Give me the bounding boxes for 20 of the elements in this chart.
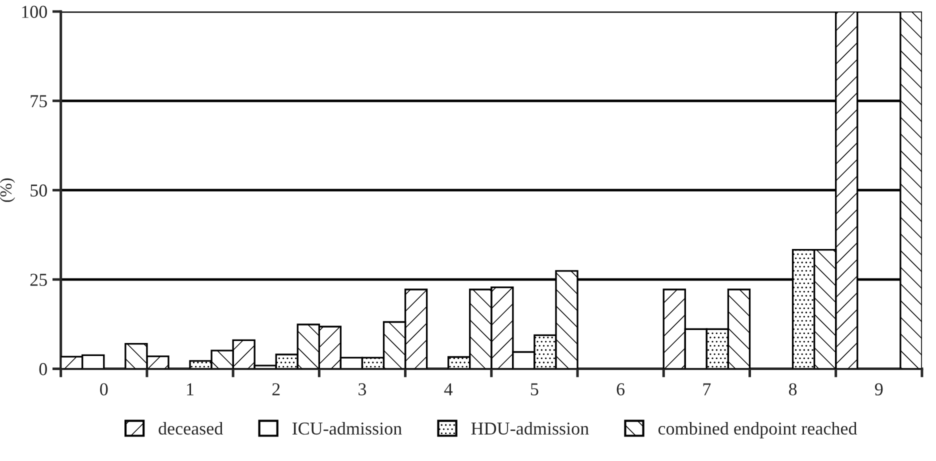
legend-label: deceased [158, 422, 223, 435]
x-tick-label: 5 [530, 383, 538, 396]
y-tick-label: 25 [30, 274, 47, 286]
y-tick-label: 0 [39, 363, 47, 376]
x-tick-label: 8 [788, 383, 797, 396]
y-axis-title: (%) [0, 178, 16, 202]
legend-label: ICU-admission [292, 422, 402, 435]
y-tick-label: 100 [22, 6, 47, 18]
x-tick-label: 7 [703, 383, 711, 396]
legend-label: HDU-admission [471, 422, 589, 435]
legend-label: combined endpoint reached [658, 422, 858, 438]
x-tick-label: 9 [874, 383, 883, 396]
x-tick-label: 2 [272, 383, 280, 396]
x-tick-label: 0 [100, 383, 108, 396]
y-tick-label: 75 [30, 95, 47, 108]
x-tick-label: 6 [616, 383, 625, 396]
y-tick-label: 50 [30, 184, 47, 197]
x-tick-label: 4 [444, 383, 453, 396]
x-tick-label: 1 [187, 383, 194, 396]
x-tick-label: 3 [358, 383, 366, 396]
